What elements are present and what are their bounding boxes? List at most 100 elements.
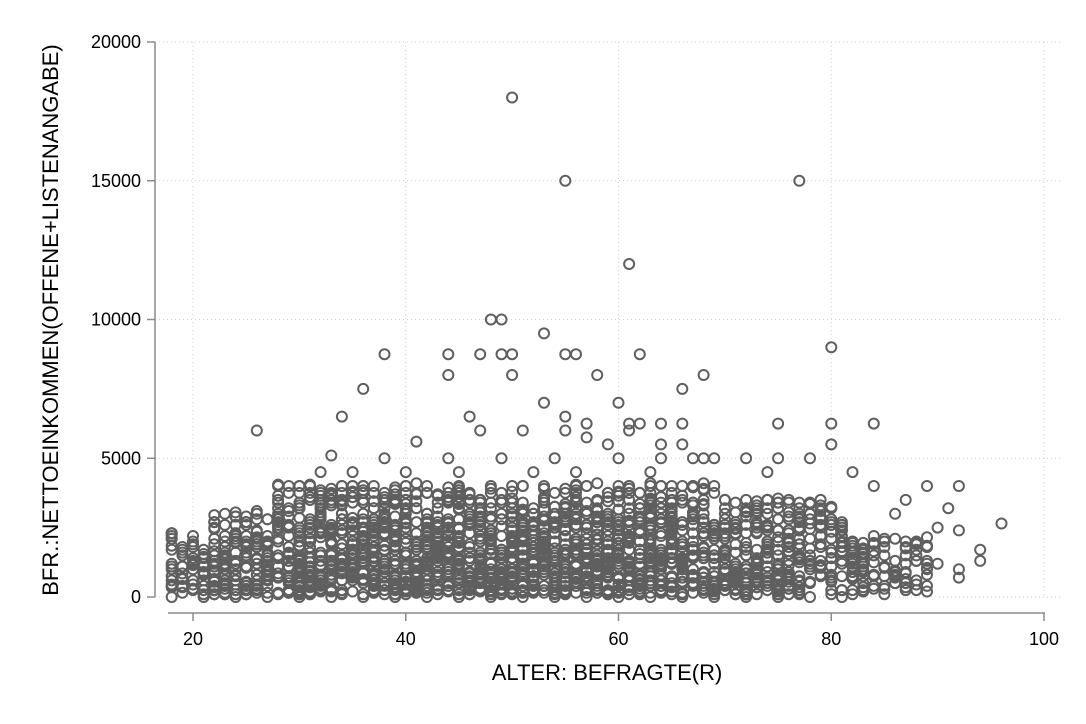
data-point — [240, 510, 253, 523]
data-point — [474, 506, 487, 519]
data-point — [793, 502, 806, 515]
data-point — [921, 568, 933, 581]
data-point — [357, 507, 370, 520]
data-point — [655, 491, 667, 504]
data-point — [921, 579, 933, 592]
data-point — [697, 499, 710, 512]
data-point — [857, 577, 870, 590]
data-point — [570, 502, 582, 515]
data-point — [665, 581, 678, 594]
data-point — [612, 396, 625, 409]
data-point — [878, 535, 891, 548]
data-point — [559, 424, 572, 437]
data-point — [272, 489, 285, 502]
data-point — [335, 410, 348, 423]
data-point — [878, 561, 891, 574]
data-point — [804, 575, 816, 588]
data-point — [463, 410, 476, 423]
data-point — [484, 535, 497, 548]
data-point — [835, 570, 848, 583]
data-point — [687, 480, 699, 492]
data-point — [272, 532, 285, 545]
data-point — [527, 466, 540, 479]
data-point — [867, 530, 880, 542]
data-point — [772, 524, 785, 537]
data-point — [229, 557, 242, 570]
data-point — [208, 538, 221, 551]
data-point — [814, 530, 827, 542]
data-point — [304, 535, 316, 548]
data-point — [421, 563, 433, 576]
data-point — [559, 348, 572, 361]
data-point — [676, 480, 689, 492]
data-point — [527, 571, 540, 584]
data-point — [676, 556, 689, 569]
data-point — [452, 557, 465, 570]
data-point — [261, 591, 274, 603]
data-point — [463, 538, 476, 551]
y-tick-label: 10000 — [91, 310, 141, 330]
data-point — [484, 502, 497, 515]
data-point — [889, 532, 902, 545]
data-point — [761, 520, 774, 533]
data-point — [697, 482, 710, 495]
data-point — [889, 577, 902, 590]
data-point — [559, 563, 572, 576]
data-point — [229, 570, 242, 583]
data-point — [804, 532, 816, 545]
tick-labels: 0 5000 10000 15000 20000 20 40 60 80 100 — [91, 32, 1059, 649]
data-point — [229, 506, 242, 519]
data-point — [846, 466, 859, 479]
data-point — [506, 546, 519, 559]
data-point — [772, 591, 785, 603]
data-point — [942, 502, 955, 515]
data-point — [335, 480, 348, 492]
data-point — [506, 574, 519, 587]
data-point — [495, 348, 508, 361]
data-point — [452, 591, 465, 603]
data-point — [484, 510, 497, 523]
data-point — [452, 491, 465, 504]
data-point — [633, 486, 646, 499]
data-point — [665, 502, 678, 515]
data-point — [655, 563, 667, 576]
data-point — [463, 527, 476, 540]
data-point — [399, 480, 412, 492]
data-point — [793, 570, 806, 583]
data-point — [623, 507, 636, 520]
data-point — [655, 452, 667, 465]
data-point — [633, 417, 646, 430]
data-point — [772, 452, 785, 465]
data-point — [442, 369, 455, 381]
data-point — [357, 382, 370, 395]
data-point — [218, 518, 231, 531]
data-point — [825, 502, 838, 515]
data-point — [761, 466, 774, 479]
data-point — [623, 480, 636, 492]
data-point — [399, 532, 412, 545]
data-point — [516, 424, 529, 437]
data-point — [474, 493, 487, 506]
x-tick-label: 20 — [183, 629, 203, 649]
data-point — [750, 557, 763, 570]
x-axis-title: ALTER: BEFRAGTE(R) — [492, 660, 723, 685]
data-point — [208, 521, 221, 534]
data-point — [814, 521, 827, 534]
data-point — [697, 541, 710, 553]
data-point — [804, 549, 816, 562]
data-point — [740, 541, 753, 553]
data-point — [570, 348, 582, 361]
data-point — [304, 480, 316, 492]
data-point — [718, 532, 731, 545]
data-point — [718, 579, 731, 592]
data-point — [346, 518, 359, 531]
data-point — [272, 496, 285, 509]
data-point — [548, 591, 561, 603]
data-point — [346, 466, 359, 479]
data-point — [644, 466, 657, 479]
data-point — [952, 480, 965, 492]
data-point — [697, 477, 710, 490]
data-point — [697, 369, 710, 381]
data-point — [814, 554, 827, 567]
data-point — [538, 480, 550, 492]
